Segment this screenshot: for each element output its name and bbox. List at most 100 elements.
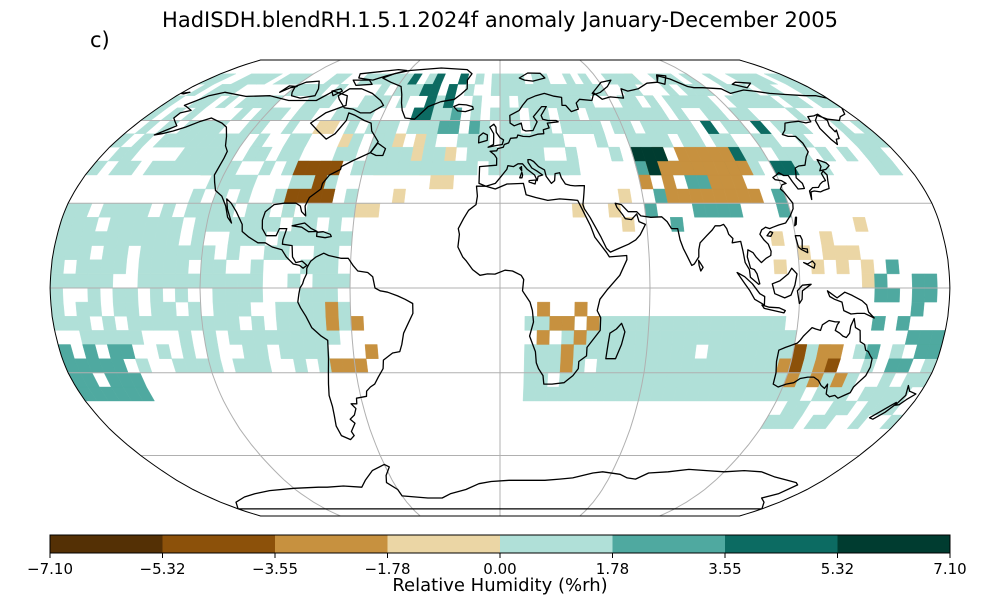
grid-cell — [669, 217, 685, 232]
grid-cell — [156, 344, 172, 359]
map-border — [49, 59, 951, 517]
colorbar-swatch — [612, 535, 726, 553]
coastline — [315, 231, 332, 239]
coastline — [794, 216, 798, 227]
coastline — [808, 170, 830, 201]
graticule-lines — [50, 60, 950, 516]
grid-cell — [293, 133, 313, 148]
colorbar-swatch — [162, 535, 276, 553]
grid-cell — [561, 73, 577, 85]
coastline — [894, 384, 917, 406]
colorbar-ticks: −7.10 −5.32 −3.55 −1.78 0.00 1.78 3.55 5.32 7.10 — [27, 553, 967, 578]
colorbar-swatch — [837, 535, 951, 553]
grid-cell — [347, 133, 365, 148]
grid-cell — [253, 146, 273, 162]
panel-label: c) — [90, 28, 110, 52]
colorbar-tick-label: 0.00 — [483, 560, 516, 578]
coastline — [478, 75, 846, 285]
coastline — [736, 271, 766, 306]
grid-cell — [474, 73, 485, 85]
colorbar-label: Relative Humidity (%rh) — [392, 575, 608, 596]
coastline — [382, 67, 473, 120]
grid-cell — [773, 259, 788, 275]
grid-cell — [651, 146, 669, 162]
grid-cell — [643, 95, 662, 109]
coastline — [453, 103, 474, 113]
grid-cell — [860, 259, 875, 275]
grid-cell — [325, 301, 339, 317]
grid-cell — [771, 316, 787, 331]
grid-cell — [608, 146, 624, 162]
coastline — [772, 317, 873, 399]
coastline — [477, 132, 489, 144]
grid-cell — [577, 73, 593, 85]
coastline — [761, 304, 786, 314]
grid-cell — [250, 316, 266, 331]
coastlines — [153, 67, 917, 510]
grid-cell — [864, 344, 881, 359]
coastline — [153, 90, 379, 269]
colorbar-tick-label: −7.10 — [27, 560, 73, 578]
coastline — [794, 235, 809, 254]
grid-cell — [814, 146, 837, 162]
coastline — [519, 171, 524, 179]
grid-cell — [574, 301, 588, 317]
grid-cell — [748, 73, 778, 85]
grid-cell — [564, 146, 579, 162]
coastline — [528, 179, 537, 185]
grid-cell — [326, 160, 344, 176]
grid-cell — [407, 73, 423, 85]
grid-cell — [852, 217, 869, 232]
coastline — [771, 267, 798, 299]
grid-cell — [846, 245, 862, 260]
colorbar-tick-label: −3.55 — [252, 560, 298, 578]
grid-cell — [82, 344, 99, 359]
coastline — [235, 463, 799, 510]
colorbar-swatch — [725, 535, 838, 553]
coastline — [796, 283, 812, 305]
colorbar-tick-label: −1.78 — [365, 560, 411, 578]
coastline — [655, 74, 667, 85]
grid-cell — [119, 344, 136, 359]
colorbar-swatch — [387, 535, 501, 553]
coastline — [487, 123, 505, 148]
grid-cell — [870, 316, 886, 331]
coastline — [457, 182, 628, 385]
grid-cell — [701, 73, 728, 85]
coastline — [297, 252, 414, 441]
colorbar-tick-label: 5.32 — [821, 560, 854, 578]
grid-cell — [457, 73, 470, 85]
coastline — [803, 260, 816, 269]
grid-cell — [759, 95, 786, 109]
grid-cell — [432, 73, 446, 85]
grid-cell — [205, 73, 237, 85]
coastline — [331, 88, 344, 97]
colorbar-tick-label: −5.32 — [140, 560, 186, 578]
coastline — [731, 81, 752, 89]
colorbar-swatch — [50, 535, 163, 553]
grid-cell — [697, 95, 719, 109]
grid-cell — [398, 146, 414, 162]
grid-cell — [537, 301, 551, 317]
coastline — [358, 68, 408, 81]
grid-cell — [716, 146, 736, 162]
grid-cell — [471, 95, 483, 109]
colorbar-tick-label: 7.10 — [933, 560, 966, 578]
colorbar-swatch — [275, 535, 388, 553]
coastline — [279, 85, 298, 93]
colorbar-blocks — [50, 535, 951, 553]
grid-cell — [734, 160, 754, 176]
grid-cell — [331, 73, 354, 85]
colorbar-tick-label: 1.78 — [596, 560, 629, 578]
coastline — [605, 322, 626, 360]
grid-cell — [623, 73, 644, 85]
coastline — [290, 80, 320, 99]
grid-cell — [885, 259, 900, 275]
grid-cell — [240, 174, 259, 190]
grid-cell — [255, 73, 284, 85]
map-title: HadISDH.blendRH.1.5.1.2024f anomaly Janu… — [162, 8, 838, 32]
grid-cell — [818, 231, 835, 246]
coastline — [337, 88, 385, 114]
coastline — [826, 290, 875, 319]
